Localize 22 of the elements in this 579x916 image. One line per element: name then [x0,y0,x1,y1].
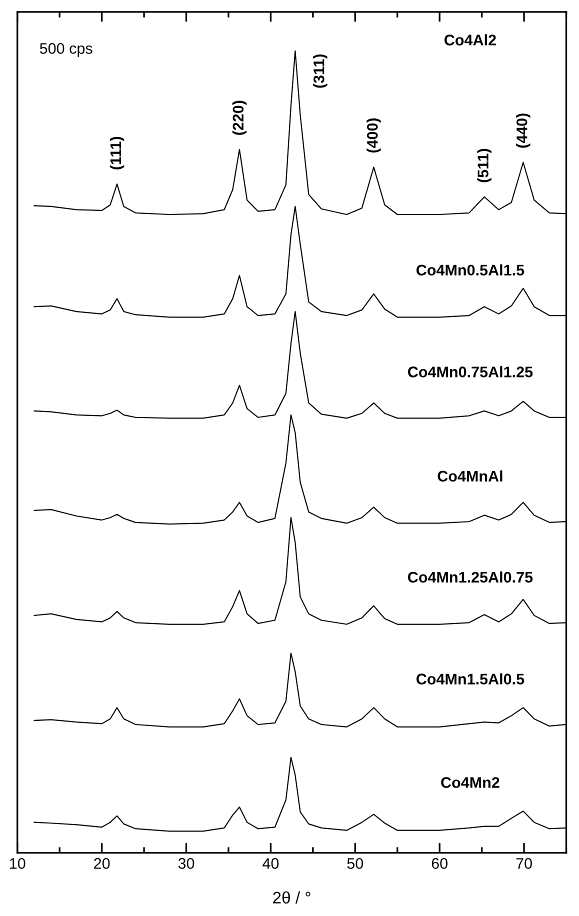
annotation: (400) [366,118,381,153]
x-axis-title: 2θ / ° [273,891,310,904]
annotation: (440) [516,114,530,148]
text: Co4Mn2 [441,777,500,788]
annotation: (111) [110,136,124,170]
x-tick-label: 40 [262,858,279,869]
x-tick-label: 20 [94,858,110,869]
x-tick-label: 10 [10,858,26,869]
series-label: Co4Mn1.5Al0.5 [416,673,524,684]
annotation: (311) [313,54,328,88]
annotation: (220) [232,100,247,135]
x-tick-label: 60 [432,858,448,869]
series-label: Co4Mn0.75Al1.25 [408,366,533,378]
annotation: (511) [477,148,492,182]
legend-label: Co4Al2 [444,34,496,46]
x-tick-label: 30 [178,858,194,869]
annotation: 500 cps [40,43,92,57]
series-label: Co4MnAl [438,470,502,482]
series-label: Co4Mn1.25Al0.75 [408,571,533,583]
x-tick-label: 50 [347,858,364,869]
series-label: Co4Mn0.5Al1.5 [416,264,524,276]
x-tick-label: 70 [516,858,532,869]
